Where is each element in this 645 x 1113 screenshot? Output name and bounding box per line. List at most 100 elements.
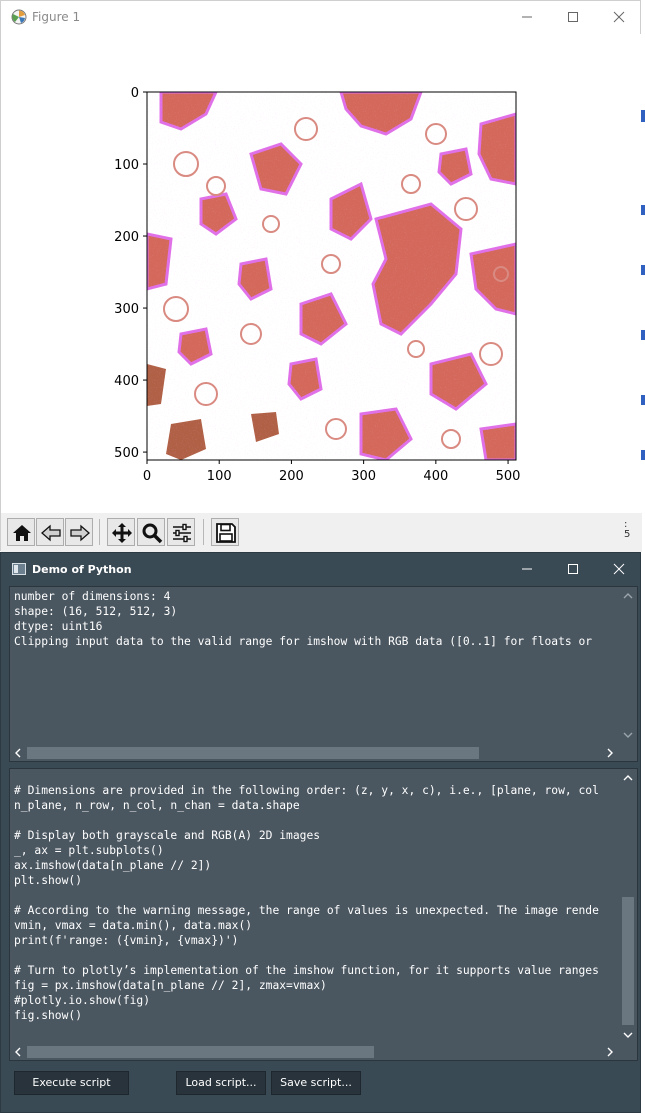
editor-hscroll-thumb[interactable]: [27, 1046, 374, 1058]
toolbar-coordinate-readout: : 5: [624, 519, 631, 540]
y-tick-label: 400: [114, 374, 139, 389]
script-line: #plotly.io.show(fig): [14, 994, 151, 1007]
x-axis: 0 100 200 300 400 500: [143, 460, 521, 484]
script-line: print(f'range: ({vmin}, {vmax})'): [14, 934, 239, 947]
figure-window: Figure 1: [0, 0, 642, 552]
close-button[interactable]: [596, 1, 642, 33]
script-line: _, ax = plt.subplots(): [14, 844, 164, 857]
plot-canvas[interactable]: 0 100 200 300 400 500 0 100 200 300 400 500: [1, 34, 642, 513]
output-panel[interactable]: number of dimensions: 4 shape: (16, 512, …: [9, 586, 638, 762]
script-line: fig = px.imshow(data[n_plane // 2], zmax…: [14, 979, 327, 992]
close-icon: [613, 11, 625, 23]
script-line: [14, 888, 614, 903]
output-text: number of dimensions: 4 shape: (16, 512, …: [14, 589, 614, 649]
x-tick-label: 100: [207, 469, 232, 484]
script-text[interactable]: # Dimensions are provided in the followi…: [14, 783, 614, 1023]
home-icon: [13, 525, 31, 541]
script-line: # Turn to plotly’s implementation of the…: [14, 964, 599, 977]
scroll-right-icon[interactable]: [604, 747, 616, 759]
execute-script-button[interactable]: Execute script: [14, 1071, 129, 1095]
demo-window: Demo of Python number of dimensions: 4 sh…: [0, 552, 641, 1113]
configure-icon: [173, 523, 191, 543]
script-editor[interactable]: # Dimensions are provided in the followi…: [9, 768, 638, 1061]
maximize-icon: [568, 12, 578, 22]
output-horizontal-scrollbar[interactable]: [10, 745, 621, 761]
script-line: fig.show(): [14, 1009, 83, 1022]
minimize-icon: [522, 16, 532, 18]
background-window-edge: [641, 395, 645, 405]
home-button[interactable]: [7, 518, 35, 546]
x-tick-label: 500: [496, 469, 521, 484]
image-plot[interactable]: 0 100 200 300 400 500 0 100 200 300 400 500: [1, 34, 642, 513]
background-window-edge: [641, 205, 645, 215]
script-line: ax.imshow(data[n_plane // 2]): [14, 859, 212, 872]
output-hscroll-thumb[interactable]: [27, 747, 479, 759]
script-line: # Display both grayscale and RGB(A) 2D i…: [14, 829, 321, 842]
minimize-button[interactable]: [504, 553, 550, 585]
script-line: [14, 948, 614, 963]
x-tick-label: 200: [279, 469, 304, 484]
scroll-up-icon[interactable]: [622, 772, 634, 784]
image-content: [147, 92, 516, 460]
close-button[interactable]: [596, 553, 642, 585]
script-line: n_plane, n_row, n_col, n_chan = data.sha…: [14, 799, 300, 812]
script-line: plt.show(): [14, 874, 83, 887]
scroll-up-icon[interactable]: [622, 590, 634, 602]
script-line: [14, 813, 614, 828]
demo-titlebar[interactable]: Demo of Python: [1, 553, 640, 585]
toolbar-separator: [203, 519, 204, 545]
save-icon: [216, 523, 236, 543]
matplotlib-icon: [11, 9, 27, 25]
y-tick-label: 0: [131, 86, 139, 101]
scroll-right-icon[interactable]: [604, 1046, 616, 1058]
forward-icon: [70, 524, 90, 542]
x-tick-label: 0: [143, 469, 151, 484]
scroll-left-icon[interactable]: [12, 747, 24, 759]
figure-titlebar[interactable]: Figure 1: [1, 1, 640, 33]
minimize-button[interactable]: [504, 1, 550, 33]
window-icon: [12, 563, 26, 575]
background-window-edge: [641, 110, 645, 122]
maximize-button[interactable]: [550, 1, 596, 33]
minimize-icon: [522, 568, 532, 570]
output-line: Clipping input data to the valid range f…: [14, 635, 593, 648]
close-icon: [613, 563, 625, 575]
editor-horizontal-scrollbar[interactable]: [10, 1044, 621, 1060]
back-icon: [41, 524, 61, 542]
y-axis: 0 100 200 300 400 500: [114, 86, 147, 461]
output-line: dtype: uint16: [14, 620, 103, 633]
y-tick-label: 200: [114, 230, 139, 245]
scroll-left-icon[interactable]: [12, 1046, 24, 1058]
configure-button[interactable]: [167, 518, 195, 546]
y-tick-label: 500: [114, 446, 139, 461]
background-window-edge: [641, 265, 645, 275]
editor-vscroll-thumb[interactable]: [622, 897, 634, 1025]
output-vertical-scrollbar[interactable]: [619, 587, 637, 745]
zoom-button[interactable]: [137, 518, 165, 546]
script-line: vmin, vmax = data.min(), data.max(): [14, 919, 253, 932]
axes-frame: [146, 91, 517, 461]
maximize-button[interactable]: [550, 553, 596, 585]
output-line: number of dimensions: 4: [14, 590, 171, 603]
forward-button[interactable]: [65, 518, 93, 546]
zoom-icon: [142, 523, 163, 544]
pan-button[interactable]: [107, 518, 135, 546]
script-line: # Dimensions are provided in the followi…: [14, 784, 599, 797]
save-script-button[interactable]: Save script...: [271, 1071, 361, 1095]
save-figure-button[interactable]: [211, 518, 239, 546]
output-line: shape: (16, 512, 512, 3): [14, 605, 178, 618]
load-script-button[interactable]: Load script...: [176, 1071, 266, 1095]
maximize-icon: [568, 564, 578, 574]
back-button[interactable]: [36, 518, 64, 546]
pan-icon: [112, 523, 132, 543]
figure-title: Figure 1: [32, 10, 81, 24]
x-tick-label: 300: [351, 469, 376, 484]
scroll-down-icon[interactable]: [622, 729, 634, 741]
editor-vertical-scrollbar[interactable]: [619, 769, 637, 1044]
toolbar-separator: [99, 519, 100, 545]
x-tick-label: 400: [423, 469, 448, 484]
scroll-down-icon[interactable]: [622, 1029, 634, 1041]
background-window-edge: [641, 450, 645, 460]
demo-title: Demo of Python: [32, 563, 132, 576]
background-window-edge: [641, 330, 645, 340]
